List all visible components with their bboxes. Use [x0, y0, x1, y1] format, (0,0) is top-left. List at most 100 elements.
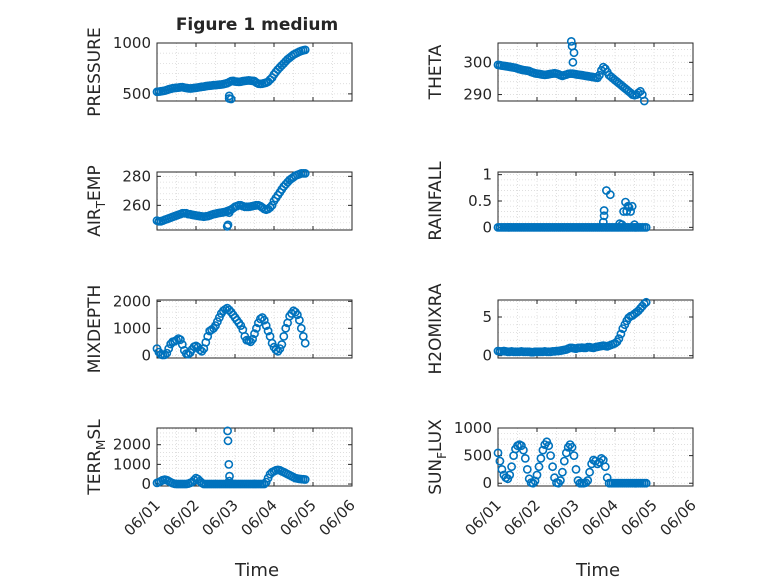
data-point: [281, 323, 291, 333]
data-point: [259, 315, 269, 325]
data-series: [152, 303, 310, 360]
data-series: [493, 297, 651, 357]
data-point: [279, 331, 289, 341]
data-point: [581, 478, 591, 488]
data-point: [571, 464, 581, 474]
y-axis-label: RAINFALL: [426, 161, 446, 241]
data-point: [626, 207, 635, 216]
data-point: [505, 470, 515, 480]
data-series: [493, 37, 649, 106]
data-point: [164, 344, 174, 353]
data-point: [250, 329, 259, 339]
data-point: [538, 445, 548, 455]
data-point: [641, 297, 651, 307]
data-point: [519, 445, 528, 455]
data-point: [614, 334, 624, 344]
y-tick-label: 1000: [454, 419, 492, 437]
data-point: [226, 94, 236, 104]
data-point: [544, 441, 554, 451]
y-tick-label: 2000: [113, 292, 151, 310]
data-point: [493, 448, 503, 458]
data-point: [532, 470, 542, 480]
data-series: [493, 437, 651, 488]
y-tick-label: 0: [482, 218, 492, 236]
panel-mixdepth: 0 1000 2000 MIXDEPTH: [85, 285, 353, 374]
axes-box: [156, 42, 353, 102]
data-point: [263, 326, 273, 336]
data-point: [259, 479, 269, 489]
data-point: [275, 344, 285, 353]
data-point: [600, 462, 610, 472]
y-tick-label: 1: [482, 166, 492, 184]
data-point: [265, 203, 275, 212]
data-point: [294, 315, 304, 325]
data-point: [561, 448, 571, 458]
data-point: [558, 467, 567, 477]
data-series: [152, 426, 310, 489]
data-point: [597, 453, 606, 463]
y-axis-label: PRESSURE: [85, 27, 105, 116]
data-point: [224, 459, 234, 469]
data-point: [641, 478, 651, 488]
data-point: [225, 471, 234, 481]
data-point: [569, 451, 579, 460]
data-series: [152, 168, 310, 231]
grid-lines: [156, 428, 353, 486]
data-point: [536, 453, 546, 463]
data-point: [534, 462, 544, 472]
data-point: [641, 222, 651, 232]
data-point: [300, 168, 310, 178]
data-point: [300, 45, 310, 55]
grid-lines: [156, 172, 353, 230]
y-tick-label: 1000: [113, 455, 151, 473]
data-point: [517, 441, 526, 451]
y-axis-label: MIXDEPTH: [85, 285, 105, 374]
data-point: [520, 453, 530, 463]
y-axis-label: SUNFLUX: [426, 419, 449, 495]
y-tick-label: 0: [482, 347, 492, 365]
y-tick-label: 500: [122, 85, 151, 103]
data-point: [267, 200, 277, 210]
y-tick-label: 5: [482, 308, 492, 326]
data-point: [639, 299, 649, 309]
y-tick-label: 1000: [113, 34, 151, 52]
data-point: [556, 476, 565, 485]
data-point: [495, 456, 505, 466]
y-tick-label: 290: [463, 86, 492, 104]
y-tick-label: 260: [122, 196, 151, 214]
data-point: [277, 340, 287, 349]
data-point: [248, 334, 257, 344]
panel-rainfall: 0 0.5 1 RAINFALL: [426, 161, 694, 241]
data-point: [639, 96, 649, 106]
data-point: [224, 476, 234, 486]
data-point: [546, 451, 555, 460]
data-point: [203, 331, 213, 341]
data-point: [175, 335, 185, 345]
panel-h2omixra: 0 5 H2OMIXRA: [426, 283, 694, 375]
y-tick-label: 0: [141, 475, 151, 493]
axes-box: [156, 299, 353, 359]
data-point: [617, 220, 627, 230]
data-point: [189, 475, 199, 485]
data-point: [236, 321, 246, 330]
y-axis-label: H2OMIXRA: [426, 283, 446, 374]
y-tick-label: 280: [122, 167, 151, 185]
y-tick-label: 300: [463, 53, 492, 71]
data-point: [195, 345, 205, 355]
y-axis-label: AIRTEMP: [85, 165, 108, 236]
axes-box: [497, 42, 694, 102]
data-point: [568, 57, 578, 67]
data-point: [223, 426, 232, 436]
data-point: [598, 217, 608, 227]
y-tick-label: 0: [482, 474, 492, 492]
data-point: [162, 348, 172, 358]
plot-area: [157, 300, 352, 358]
data-point: [528, 478, 538, 488]
data-point: [497, 464, 507, 474]
x-axis-label-left: Time: [234, 560, 279, 581]
data-series: [152, 45, 310, 104]
data-series: [493, 186, 651, 232]
plot-area: [157, 172, 352, 230]
x-axis-label-right: Time: [575, 560, 620, 581]
